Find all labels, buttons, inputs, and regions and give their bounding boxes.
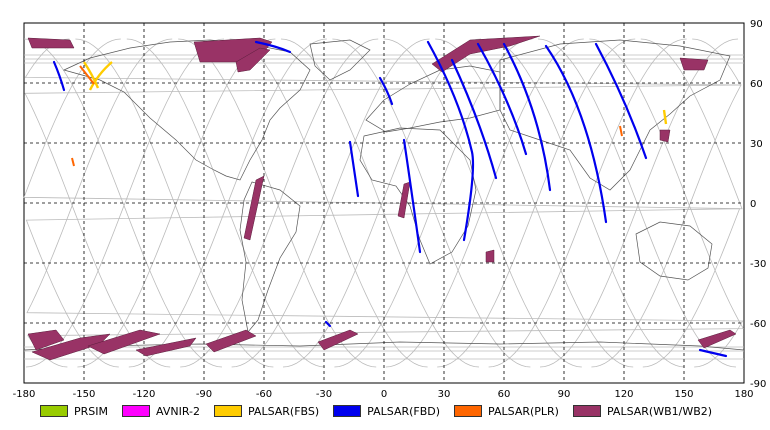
coast-australia bbox=[635, 221, 713, 281]
graticule bbox=[24, 23, 744, 383]
longitude-tick-label: 60 bbox=[498, 389, 511, 400]
legend-label: PALSAR(FBS) bbox=[247, 404, 320, 418]
fbd-track bbox=[426, 40, 475, 242]
fbs-track bbox=[88, 61, 113, 91]
orbit-track bbox=[488, 38, 687, 368]
fbd-track bbox=[378, 76, 394, 106]
latitude-tick-label: 90 bbox=[750, 19, 763, 30]
fbs-track bbox=[662, 109, 668, 125]
longitude-tick-label: -120 bbox=[133, 389, 156, 400]
wb-swath bbox=[243, 175, 265, 241]
latitude-tick-label: -60 bbox=[750, 319, 766, 330]
longitude-tick-label: 30 bbox=[438, 389, 451, 400]
orbit-track bbox=[126, 38, 325, 368]
wb-swath bbox=[27, 37, 75, 49]
legend-swatch bbox=[40, 405, 68, 417]
legend-label: PALSAR(WB1/WB2) bbox=[606, 404, 713, 418]
latitude-tick-label: 30 bbox=[750, 139, 763, 150]
palsar-fbs-tracks bbox=[83, 61, 668, 125]
latitude-tick-label: 60 bbox=[750, 79, 763, 90]
fbd-track bbox=[254, 40, 292, 54]
legend-item: PALSAR(PLR) bbox=[454, 405, 559, 418]
fbd-track bbox=[502, 42, 552, 192]
longitude-tick-label: -30 bbox=[316, 389, 332, 400]
fbd-track bbox=[476, 42, 528, 156]
wb-swath bbox=[659, 129, 671, 143]
legend-item: PRSIM bbox=[40, 405, 108, 418]
orbit-track bbox=[486, 38, 685, 368]
wb-swath bbox=[697, 329, 737, 349]
plr-track bbox=[619, 125, 623, 137]
longitude-tick-label: 180 bbox=[734, 389, 753, 400]
fbs-track bbox=[83, 61, 100, 89]
longitude-tick-label: -150 bbox=[73, 389, 96, 400]
plr-track bbox=[71, 157, 75, 167]
longitude-tick-label: -180 bbox=[13, 389, 36, 400]
fbd-track bbox=[594, 42, 648, 160]
legend-label: PALSAR(PLR) bbox=[488, 404, 559, 418]
coast-africa bbox=[359, 127, 477, 265]
coastlines bbox=[23, 39, 745, 351]
legend-swatch bbox=[572, 405, 601, 417]
legend: PRSIM AVNIR-2 PALSAR(FBS) PALSAR(FBD) PALSAR… bbox=[40, 402, 726, 420]
wb-swath bbox=[431, 35, 541, 73]
legend-item: PALSAR(FBD) bbox=[333, 405, 440, 418]
palsar-plr-tracks bbox=[71, 65, 623, 167]
legend-label: PRSIM bbox=[74, 404, 108, 418]
legend-item: PALSAR(FBS) bbox=[213, 404, 320, 418]
coast-asia bbox=[499, 39, 731, 191]
longitude-tick-label: 120 bbox=[614, 389, 633, 400]
wb-swath bbox=[27, 329, 65, 351]
wb-swath bbox=[31, 333, 111, 361]
legend-swatch bbox=[122, 405, 150, 417]
wb-swath bbox=[317, 329, 359, 351]
legend-item: PALSAR(WB1/WB2) bbox=[572, 404, 713, 418]
longitude-tick-label: 150 bbox=[674, 389, 693, 400]
plr-track bbox=[79, 65, 95, 85]
fbd-track bbox=[52, 60, 66, 92]
latitude-tick-label: -30 bbox=[750, 259, 766, 270]
fbd-track bbox=[544, 44, 608, 224]
latitude-tick-labels: 90 60 30 0 -30 -60 -90 bbox=[750, 19, 766, 390]
latitude-tick-label: 0 bbox=[750, 199, 756, 210]
wb-swath bbox=[205, 329, 257, 353]
coast-north-america bbox=[62, 39, 311, 181]
coast-greenland bbox=[309, 39, 371, 81]
latitude-tick-label: -90 bbox=[750, 379, 766, 390]
wb-swath bbox=[679, 57, 709, 71]
orbit-track bbox=[229, 38, 428, 368]
wb-swath bbox=[135, 337, 197, 357]
fbd-track bbox=[348, 140, 360, 198]
fbd-track bbox=[324, 320, 332, 328]
longitude-tick-label: 0 bbox=[381, 389, 387, 400]
orbit-track bbox=[332, 38, 531, 368]
legend-label: PALSAR(FBD) bbox=[367, 404, 441, 418]
coast-south-america bbox=[239, 181, 301, 333]
longitude-tick-label: 90 bbox=[558, 389, 571, 400]
legend-swatch bbox=[454, 405, 483, 417]
longitude-tick-labels: -180 -150 -120 -90 -60 -30 0 30 60 90 120 150 180 bbox=[13, 389, 754, 400]
palsar-fbd-tracks bbox=[52, 40, 728, 358]
legend-swatch bbox=[213, 405, 242, 417]
wb-swath bbox=[485, 249, 495, 263]
wb-swath bbox=[397, 181, 411, 219]
orbit-track bbox=[385, 38, 584, 368]
longitude-tick-label: -90 bbox=[196, 389, 212, 400]
legend-label: AVNIR-2 bbox=[156, 404, 200, 418]
world-coverage-map: -180 -150 -120 -90 -60 -30 0 30 60 90 120 150 180 90… bbox=[13, 19, 767, 400]
fbd-track bbox=[698, 348, 728, 358]
fbd-track bbox=[450, 58, 498, 180]
longitude-tick-label: -60 bbox=[256, 389, 272, 400]
wb-swath bbox=[235, 47, 271, 73]
coast-antarctica bbox=[23, 341, 745, 351]
wb-swath bbox=[87, 329, 161, 355]
palsar-wb-swaths bbox=[27, 35, 737, 361]
legend-item: AVNIR-2 bbox=[122, 405, 200, 418]
legend-swatch bbox=[333, 405, 362, 417]
fbd-track bbox=[402, 138, 422, 254]
